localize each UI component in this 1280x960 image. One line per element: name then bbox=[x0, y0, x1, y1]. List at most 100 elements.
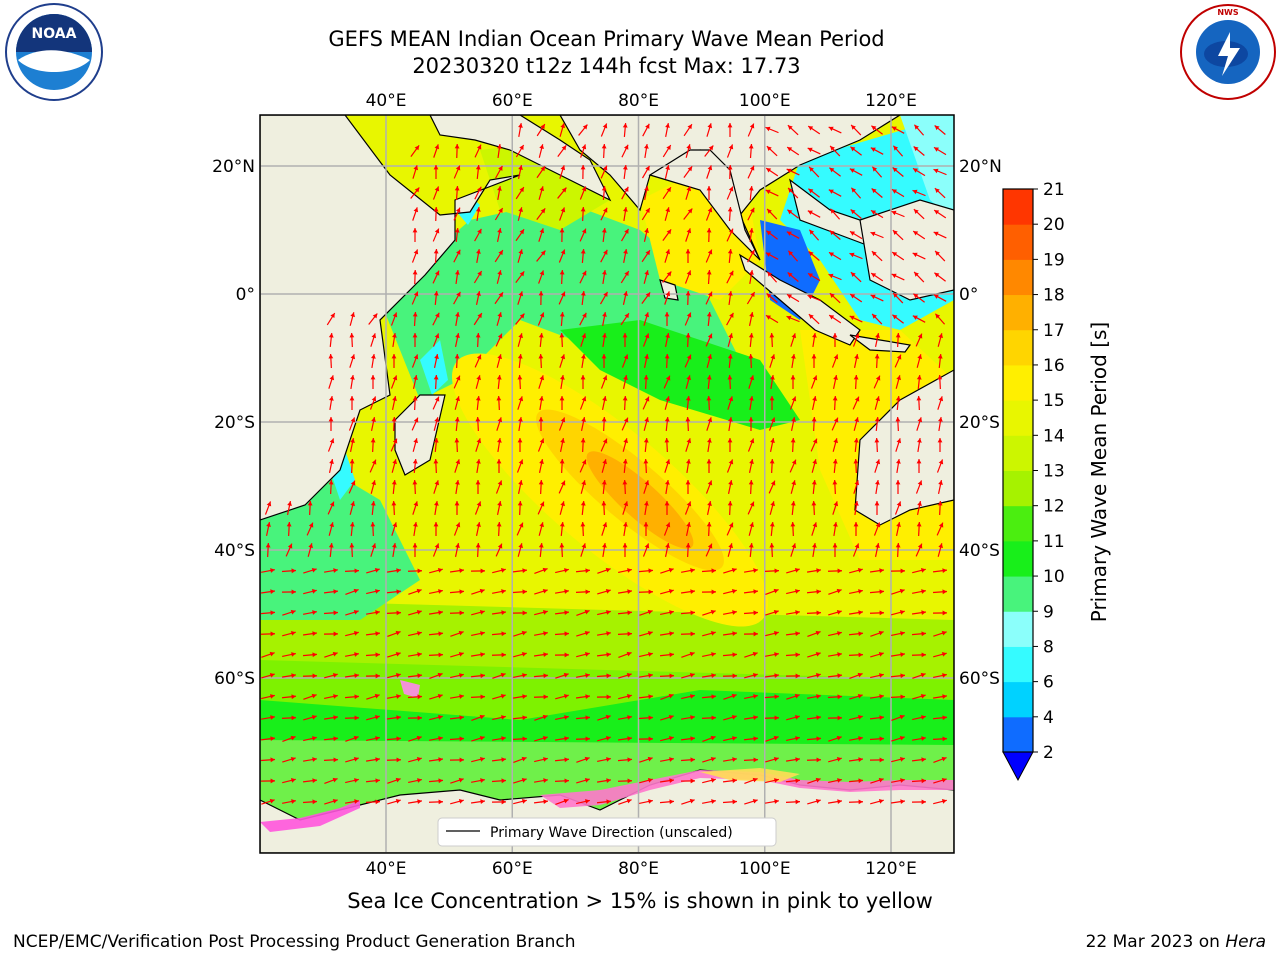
lon-tick-label-bottom: 40°E bbox=[366, 859, 407, 879]
wave-arrow bbox=[701, 715, 717, 721]
wave-arrow bbox=[476, 458, 481, 474]
wave-arrow bbox=[828, 609, 842, 616]
wave-arrow bbox=[538, 270, 545, 284]
wave-arrow bbox=[769, 542, 775, 558]
colorbar-label: 8 bbox=[1043, 637, 1054, 657]
wave-arrow bbox=[261, 694, 275, 700]
wave-arrow bbox=[789, 459, 797, 473]
wave-arrow bbox=[808, 251, 820, 261]
wave-arrow bbox=[769, 354, 776, 368]
wave-arrow bbox=[932, 589, 948, 595]
wave-arrow bbox=[934, 272, 946, 282]
wave-arrow bbox=[449, 736, 465, 742]
wave-arrow bbox=[366, 715, 380, 721]
wave-arrow bbox=[618, 568, 632, 574]
wave-arrow bbox=[391, 396, 397, 410]
wave-arrow bbox=[302, 631, 318, 637]
wave-arrow bbox=[344, 694, 360, 700]
wave-arrow bbox=[497, 186, 502, 200]
wave-arrow bbox=[408, 652, 422, 657]
wave-arrow bbox=[533, 799, 549, 805]
wave-arrow bbox=[727, 374, 733, 390]
footer-host: Hera bbox=[1225, 932, 1266, 952]
colorbar-label: 11 bbox=[1043, 532, 1065, 552]
wave-arrow bbox=[432, 186, 440, 200]
wave-arrow bbox=[516, 459, 524, 473]
wave-arrow bbox=[812, 542, 817, 558]
wave-arrow bbox=[766, 271, 778, 283]
wave-arrow bbox=[702, 799, 716, 804]
colorbar-label: 20 bbox=[1043, 215, 1065, 235]
wave-arrow bbox=[365, 799, 381, 805]
wave-arrow bbox=[576, 609, 590, 616]
wave-arrow bbox=[386, 715, 402, 721]
wave-arrow bbox=[890, 694, 906, 700]
wave-arrow bbox=[596, 778, 612, 783]
wave-arrow bbox=[581, 353, 586, 369]
wave-arrow bbox=[894, 501, 902, 515]
wave-arrow bbox=[915, 333, 923, 347]
colorbar-label: 6 bbox=[1043, 673, 1054, 693]
wave-arrow bbox=[911, 799, 927, 805]
wave-arrow bbox=[576, 630, 590, 637]
wave-arrow bbox=[806, 610, 822, 616]
wave-arrow bbox=[495, 165, 503, 179]
wave-arrow bbox=[324, 568, 338, 573]
wave-arrow bbox=[684, 270, 692, 284]
wave-arrow bbox=[580, 164, 586, 180]
colorbar-label: 15 bbox=[1043, 391, 1065, 411]
wave-arrow bbox=[765, 167, 779, 177]
colorbar-segment bbox=[1003, 611, 1033, 647]
lon-tick-label-bottom: 120°E bbox=[865, 859, 917, 879]
wave-arrow bbox=[706, 374, 712, 390]
wave-arrow bbox=[517, 249, 524, 263]
wave-arrow bbox=[743, 631, 759, 637]
wave-arrow bbox=[685, 332, 691, 348]
wave-arrow bbox=[874, 416, 880, 432]
wave-arrow bbox=[475, 480, 481, 494]
wave-arrow bbox=[496, 270, 502, 284]
wave-arrow bbox=[932, 694, 948, 699]
wave-arrow bbox=[601, 416, 607, 432]
wave-arrow bbox=[642, 123, 650, 137]
wave-arrow bbox=[659, 673, 675, 679]
wave-arrow bbox=[454, 396, 460, 410]
wave-arrow bbox=[513, 777, 527, 784]
wave-arrow bbox=[455, 312, 460, 326]
wave-arrow bbox=[453, 207, 461, 221]
wave-arrow bbox=[912, 167, 926, 177]
wave-arrow bbox=[706, 417, 713, 431]
wave-arrow bbox=[644, 143, 649, 159]
wave-arrow bbox=[787, 209, 799, 219]
wave-arrow bbox=[620, 270, 630, 284]
wave-arrow bbox=[662, 144, 672, 158]
wave-arrow bbox=[599, 291, 609, 305]
wave-arrow bbox=[517, 353, 523, 369]
wave-arrow bbox=[639, 652, 653, 658]
wave-arrow bbox=[702, 735, 716, 742]
wave-arrow bbox=[853, 417, 859, 431]
wave-arrow bbox=[811, 396, 817, 410]
wave-arrow bbox=[912, 189, 926, 197]
wave-arrow bbox=[660, 589, 674, 595]
wave-arrow bbox=[912, 715, 926, 721]
lat-tick-label-left: 20°N bbox=[212, 157, 255, 177]
wave-arrow bbox=[560, 374, 565, 390]
wave-arrow bbox=[433, 458, 439, 474]
wave-arrow bbox=[786, 146, 800, 156]
wave-arrow bbox=[722, 799, 738, 805]
wave-arrow bbox=[579, 186, 587, 200]
wave-arrow bbox=[870, 673, 884, 679]
wave-arrow bbox=[808, 166, 820, 178]
wave-arrow bbox=[681, 715, 695, 720]
wave-arrow bbox=[875, 479, 880, 495]
wave-arrow bbox=[429, 568, 443, 574]
wave-arrow bbox=[474, 144, 482, 158]
wave-arrow bbox=[706, 269, 712, 285]
wave-arrow bbox=[515, 313, 525, 325]
wave-arrow bbox=[475, 395, 481, 411]
wave-arrow bbox=[471, 757, 485, 763]
wave-arrow bbox=[787, 272, 799, 282]
wave-arrow bbox=[769, 521, 775, 537]
